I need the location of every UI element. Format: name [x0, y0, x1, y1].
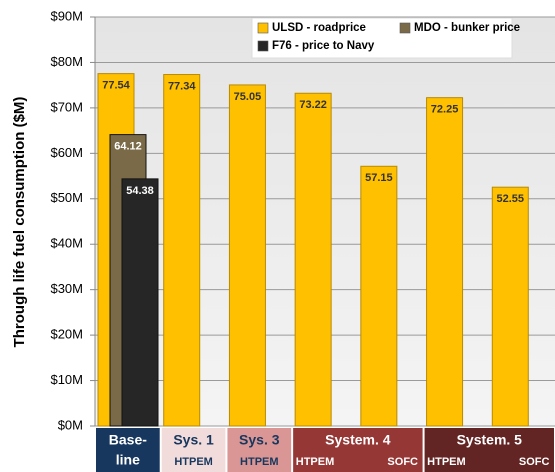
x-tick-label: HTPEM	[296, 456, 335, 468]
bar	[121, 178, 159, 427]
value-label: 75.05	[234, 91, 262, 103]
legend-box	[251, 17, 513, 59]
bar	[294, 92, 332, 427]
group-label: Base-	[109, 432, 147, 448]
y-tick-label: $40M	[50, 236, 83, 251]
bar	[426, 97, 464, 427]
y-tick-label: $30M	[50, 281, 83, 296]
category-group	[96, 428, 160, 472]
group-label: System. 5	[457, 432, 523, 448]
value-label: 54.38	[126, 185, 154, 197]
legend-swatch	[257, 40, 269, 52]
y-tick-label: $20M	[50, 327, 83, 342]
legend-label: F76 - price to Navy	[272, 40, 375, 52]
x-tick-label: HTPEM	[174, 456, 213, 468]
y-tick-label: $10M	[50, 372, 83, 387]
legend-swatch	[257, 22, 269, 34]
category-group	[293, 428, 423, 472]
value-label: 73.22	[299, 99, 327, 111]
legend-label: ULSD - roadprice	[272, 22, 366, 34]
bar	[228, 84, 266, 427]
bar	[491, 186, 529, 427]
bar	[360, 165, 398, 427]
group-label: Sys. 3	[239, 432, 280, 448]
x-tick-label: SOFC	[387, 456, 418, 468]
y-axis-label: Through life fuel consumption ($M)	[11, 97, 28, 348]
y-tick-label: $60M	[50, 145, 83, 160]
value-label: 64.12	[114, 141, 142, 153]
y-tick-label: $0M	[58, 417, 83, 432]
x-tick-label: HTPEM	[427, 456, 466, 468]
y-tick-label: $80M	[50, 54, 83, 69]
group-label: System. 4	[325, 432, 391, 448]
y-tick-label: $50M	[50, 190, 83, 205]
bar	[163, 74, 201, 427]
category-group	[424, 428, 554, 472]
x-tick-label: SOFC	[519, 456, 550, 468]
category-group	[161, 428, 226, 472]
x-tick-label: HTPEM	[240, 456, 279, 468]
value-label: 77.54	[102, 80, 130, 92]
legend-swatch	[399, 22, 411, 34]
y-tick-label: $90M	[50, 8, 83, 23]
value-label: 52.55	[497, 193, 525, 205]
legend-label: MDO - bunker price	[414, 22, 520, 34]
value-label: 77.34	[168, 80, 196, 92]
value-label: 72.25	[431, 104, 459, 116]
group-label: line	[116, 452, 140, 468]
category-group	[227, 428, 292, 472]
y-tick-label: $70M	[50, 99, 83, 114]
group-label: Sys. 1	[173, 432, 214, 448]
value-label: 57.15	[365, 172, 393, 184]
